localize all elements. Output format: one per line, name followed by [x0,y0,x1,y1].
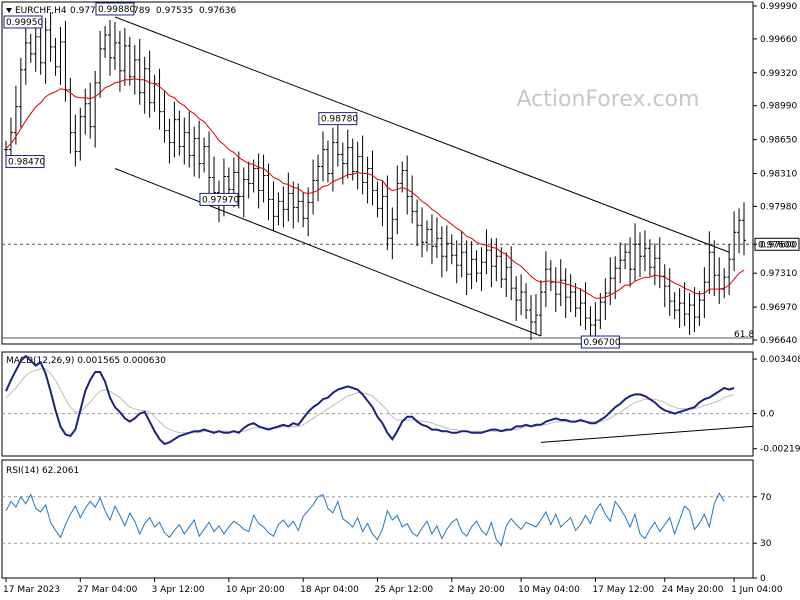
price-title: EURCHF,H4 [15,6,67,16]
price-header-open: 0.97758 [70,6,107,16]
y-tick-label: -0.002194 [760,445,800,455]
macd-content [2,354,754,446]
fib-level-label: 61.8 [734,330,754,340]
macd-title: MACD(12,26,9) 0.001565 0.000630 [6,356,166,366]
macd-support-line [540,425,754,443]
annotation-box [199,192,239,206]
x-tick-label: 17 May 12:00 [592,585,654,595]
macd-panel-frame [1,351,754,457]
x-tick-label: 18 Apr 04:00 [300,585,359,595]
x-axis: 17 Mar 2023 27 Mar 04:00 3 Apr 12:00 10 Apr… [3,578,783,595]
y-tick-label: 0 [760,574,766,584]
rsi-y-axis: 70 30 0 [753,493,772,584]
annotation-label: 0.96700 [583,338,620,348]
watermark: ActionForex.com [517,87,700,112]
y-tick-label: 0.003408 [760,355,800,365]
macd-y-axis: 0.003408 0.0 -0.002194 [753,355,800,455]
y-tick-label: 0.96640 [760,336,797,346]
macd-line [5,354,735,446]
current-level-label: 0.97600 [758,240,795,250]
x-tick-label: 2 May 20:00 [449,585,505,595]
rsi-line [5,492,725,547]
chart-menu-triangle-icon[interactable] [6,8,12,13]
rsi-panel: RSI(14) 62.2061 70 30 0 [1,459,772,584]
x-tick-label: 17 Mar 2023 [3,585,60,595]
rsi-title: RSI(14) 62.2061 [6,466,79,476]
x-tick-label: 1 Jun 04:00 [731,585,783,595]
y-tick-label: 30 [760,539,772,549]
y-tick-label: 0.97310 [760,269,797,279]
price-header-low: 0.97535 [156,6,193,16]
annotation-box [3,15,43,29]
y-tick-label: 70 [760,493,772,503]
annotation-box [5,155,45,169]
x-tick-label: 24 May 20:00 [662,585,724,595]
rsi-content [2,492,753,547]
y-tick-label: 0.99660 [760,35,797,45]
price-header-close: 0.97636 [199,6,236,16]
x-tick-label: 25 Apr 12:00 [374,585,433,595]
y-tick-label: 0.99990 [760,2,797,12]
macd-panel: MACD(12,26,9) 0.001565 0.000630 0.003408… [1,351,800,457]
y-tick-label: 0.98310 [760,169,797,179]
price-panel: ActionForex.com EURCHF,H4 0.97758 0.9778… [1,1,800,349]
x-tick-label: 10 May 04:00 [518,585,580,595]
price-content: 0.99950 0.99880 0.98470 0.98780 0.97970 0.967… [2,2,800,349]
y-tick-label: 0.97600 [760,240,797,250]
macd-signal-line [5,368,735,434]
annotation-label: 0.98470 [8,158,45,168]
annotation-label: 0.98780 [321,115,358,125]
moving-average-line [5,78,745,299]
x-tick-label: 10 Apr 20:00 [226,585,285,595]
channel-lower-line [114,168,542,337]
y-tick-label: 0.98990 [760,102,797,112]
y-tick-label: 0.96970 [760,303,797,313]
rsi-panel-frame [1,459,754,579]
y-tick-label: 0.99320 [760,69,797,79]
y-tick-label: 0.97980 [760,202,797,212]
x-tick-label: 27 Mar 04:00 [77,585,137,595]
y-tick-label: 0.0 [760,410,775,420]
x-tick-label: 3 Apr 12:00 [152,585,205,595]
channel-upper-line [114,16,730,253]
annotation-label: 0.99950 [6,18,43,28]
annotation-label: 0.99880 [98,5,135,15]
annotation-box [580,335,620,349]
y-tick-label: 0.98650 [760,136,797,146]
price-y-axis: 0.99990 0.99660 0.99320 0.98990 0.98650 0.983… [753,2,797,346]
annotation-box [318,112,358,126]
annotation-label: 0.97970 [202,195,239,205]
annotation-box [95,2,135,16]
